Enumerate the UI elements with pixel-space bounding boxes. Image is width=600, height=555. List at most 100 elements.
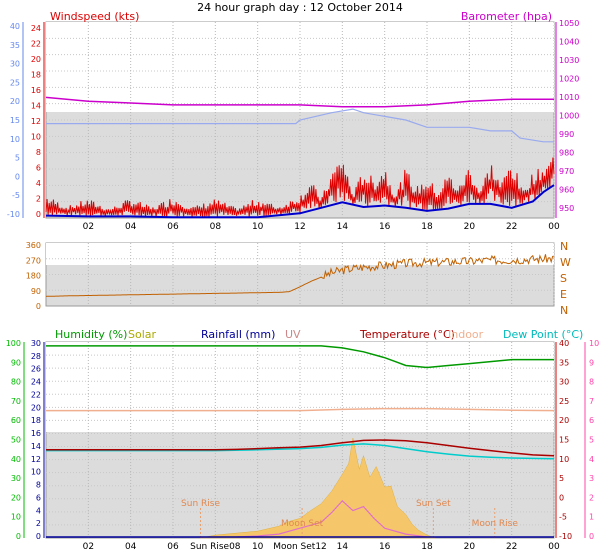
y-tick-baro: 980	[559, 149, 574, 158]
y-tick-wind: 6	[36, 164, 41, 173]
y-tick-rain: 18	[31, 416, 41, 425]
y-tick-outer: -5	[12, 191, 20, 200]
y-tick-humidity: 60	[11, 416, 21, 425]
y-tick-rain: 30	[31, 339, 41, 348]
y-tick-temperature: 35	[559, 358, 569, 367]
y-tick-temperature: 30	[559, 378, 569, 387]
series-humidity	[46, 345, 554, 369]
y-tick-uv: 1	[589, 513, 594, 522]
y-tick-outer: 35	[10, 41, 20, 50]
y-tick-wind: 4	[36, 179, 41, 188]
y-tick-outer: 15	[10, 116, 20, 125]
legend-item: UV	[285, 328, 301, 341]
y-tick-rain: 8	[36, 481, 41, 490]
x-tick-label: 00	[548, 542, 560, 552]
y-tick-temperature: 25	[559, 397, 569, 406]
y-tick-rain: 20	[31, 403, 41, 412]
y-tick-wind: 24	[31, 24, 41, 33]
y-tick-temperature: 0	[559, 493, 564, 502]
x-tick-label: 06	[167, 222, 179, 232]
y-tick-baro: 970	[559, 167, 574, 176]
annotation-label: Sun Rise	[181, 499, 220, 509]
y-tick-outer: 30	[10, 60, 20, 69]
series-temperature	[46, 439, 555, 457]
y-tick-rain: 12	[31, 455, 41, 464]
x-tick-label: 22	[506, 222, 517, 232]
series-temp-humidity: Sun Rise Moon Set Sun Set Moon Rise	[46, 345, 555, 539]
y-tick-direction: 360	[26, 241, 41, 250]
legend-item: Humidity (%)	[55, 328, 127, 341]
y-tick-compass: N	[560, 240, 568, 253]
y-tick-humidity: 20	[11, 493, 21, 502]
legend-barometer: Barometer (hpa)	[461, 10, 552, 23]
y-tick-wind: 8	[36, 148, 41, 157]
panel-wind-baro: Windspeed (kts) Barometer (hpa) 02 04 06 08…	[7, 10, 579, 232]
y-tick-compass: N	[560, 304, 568, 317]
y-tick-wind: 10	[31, 133, 41, 142]
y-tick-wind: 2	[36, 195, 41, 204]
y-tick-humidity: 10	[11, 513, 21, 522]
y-tick-temperature: -10	[559, 532, 572, 541]
y-tick-baro: 960	[559, 186, 574, 195]
x-tick-label: Sun Rise08	[190, 542, 241, 552]
y-tick-rain: 6	[36, 493, 41, 502]
y-tick-compass: W	[560, 256, 571, 269]
y-tick-rain: 28	[31, 352, 41, 361]
series-wind-average	[45, 184, 555, 219]
y-tick-outer: 20	[10, 97, 20, 106]
x-tick-label: 14	[337, 222, 349, 232]
plot-area-direction-upper	[46, 243, 554, 265]
y-tick-outer: 0	[15, 172, 20, 181]
series-uv	[236, 499, 428, 538]
y-tick-rain: 24	[31, 378, 41, 387]
y-tick-uv: 6	[589, 416, 594, 425]
y-tick-outer: -10	[7, 210, 20, 219]
y-tick-temperature: 5	[559, 474, 564, 483]
y-tick-wind: 16	[31, 86, 41, 95]
y-tick-outer: 5	[15, 154, 20, 163]
y-tick-humidity: 90	[11, 358, 21, 367]
y-tick-humidity: 0	[16, 532, 21, 541]
x-tick-label: 02	[83, 222, 94, 232]
y-tick-uv: 8	[589, 378, 594, 387]
ticks-temp: 02 04 06 Sun Rise08 10 Moon Set12 14 16 18 20 22 00…	[6, 339, 599, 552]
series-dewpoint	[46, 443, 555, 460]
y-tick-direction: 90	[31, 287, 41, 296]
legend-temp-humidity: Humidity (%) Solar Rainfall (mm) UV Temperat…	[55, 328, 583, 341]
series-direction	[45, 254, 555, 297]
y-tick-uv: 10	[589, 339, 599, 348]
x-tick-label: 18	[421, 542, 433, 552]
series-solar	[200, 437, 436, 539]
y-tick-temperature: 15	[559, 436, 569, 445]
x-tick-label: 08	[210, 222, 222, 232]
x-tick-label: Moon Set12	[273, 542, 327, 552]
panel-temp-humidity: Humidity (%) Solar Rainfall (mm) UV Temperat…	[6, 328, 599, 552]
x-tick-label: 00	[548, 222, 560, 232]
y-tick-outer: 25	[10, 78, 20, 87]
series-wind-baro	[45, 96, 555, 219]
y-tick-compass: S	[560, 272, 567, 285]
y-tick-wind: 22	[31, 40, 41, 49]
annotation-label: Sun Set	[416, 499, 451, 509]
y-tick-direction: 270	[26, 256, 41, 265]
y-tick-uv: 4	[589, 455, 594, 464]
y-tick-uv: 7	[589, 397, 594, 406]
y-tick-humidity: 30	[11, 474, 21, 483]
x-tick-label: 10	[252, 222, 264, 232]
y-tick-uv: 2	[589, 493, 594, 502]
x-tick-label: 16	[379, 542, 391, 552]
y-tick-rain: 22	[31, 390, 41, 399]
x-tick-label: 02	[83, 542, 94, 552]
y-tick-uv: 9	[589, 358, 594, 367]
y-tick-baro: 1040	[559, 38, 579, 47]
annotation-label: Moon Rise	[472, 519, 519, 529]
y-tick-rain: 14	[31, 442, 41, 451]
y-tick-outer: 10	[10, 135, 20, 144]
y-tick-temperature: -5	[559, 513, 567, 522]
y-tick-baro: 950	[559, 204, 574, 213]
y-tick-temperature: 20	[559, 416, 569, 425]
y-tick-direction: 180	[26, 272, 41, 281]
